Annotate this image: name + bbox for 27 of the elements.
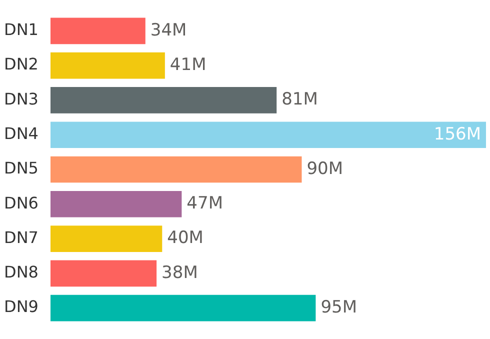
bar: [50, 156, 302, 183]
bar: [50, 294, 316, 322]
data-label: 47M: [186, 194, 223, 214]
data-label: 90M: [306, 158, 344, 179]
data-label: 40M: [167, 228, 204, 248]
y-tick-label: DN9: [4, 297, 38, 316]
y-tick-label: DN8: [4, 262, 38, 282]
bar: [50, 18, 146, 44]
bar: [50, 226, 162, 252]
y-tick-label: DN1: [4, 20, 38, 40]
y-tick-label: DN7: [4, 228, 38, 247]
y-tick-label: DN5: [4, 158, 38, 178]
bar: [50, 260, 157, 287]
data-label: 81M: [282, 90, 318, 110]
data-label: 156M: [434, 124, 481, 144]
bar: [50, 190, 182, 218]
bar: [50, 122, 486, 148]
bar: [50, 87, 277, 114]
data-label: 34M: [150, 20, 187, 40]
y-tick-label: DN2: [4, 54, 38, 74]
y-tick-label: DN6: [4, 193, 38, 212]
y-tick-label: DN3: [4, 89, 38, 108]
data-label: 95M: [320, 298, 358, 318]
data-label: 38M: [162, 262, 198, 283]
y-tick-label: DN4: [4, 124, 38, 144]
data-label: 41M: [170, 54, 206, 75]
bar: [50, 52, 165, 79]
